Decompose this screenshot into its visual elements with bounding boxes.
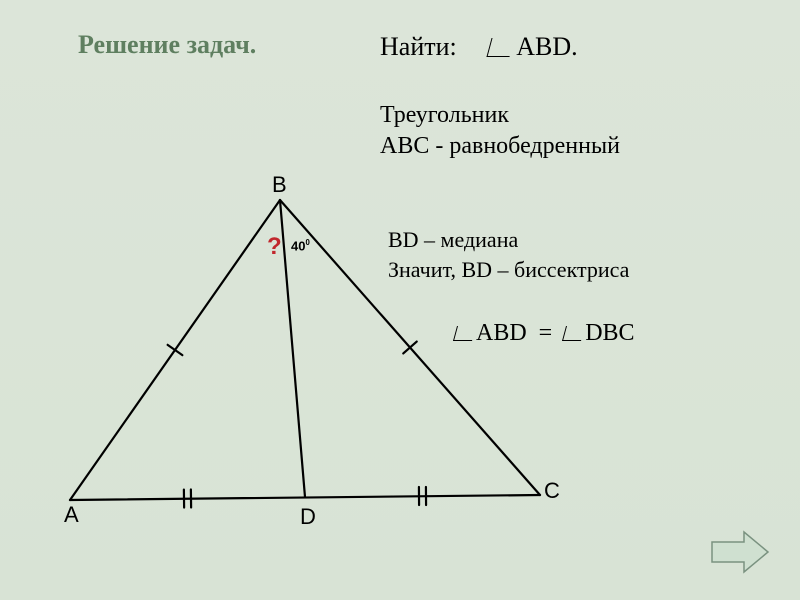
angle-40-sup: 0 <box>305 238 309 247</box>
vertex-d-label: D <box>300 504 316 530</box>
vertex-a-label: A <box>64 502 79 528</box>
angle-question-mark: ? <box>267 233 282 261</box>
vertex-b-label: B <box>272 172 287 198</box>
angle-40-label: 400 <box>291 238 310 253</box>
arrow-right-icon <box>710 530 770 574</box>
triangle-diagram <box>0 0 800 600</box>
vertex-c-label: C <box>544 478 560 504</box>
angle-40-value: 40 <box>291 238 305 253</box>
